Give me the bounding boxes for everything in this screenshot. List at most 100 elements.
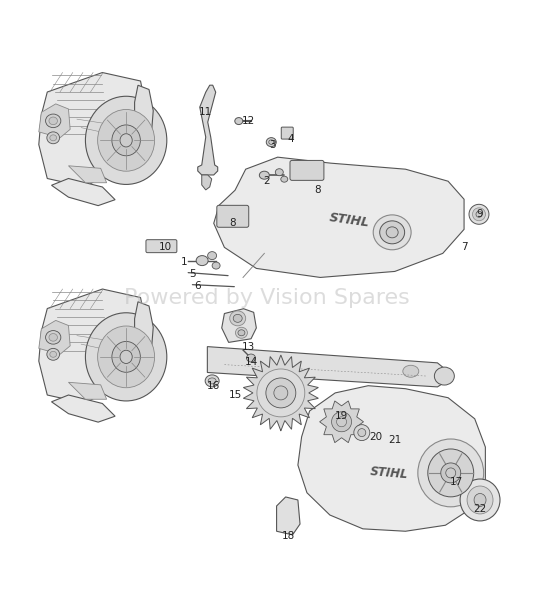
- Ellipse shape: [467, 486, 493, 514]
- Text: 14: 14: [245, 356, 257, 367]
- Polygon shape: [222, 309, 256, 343]
- Ellipse shape: [336, 417, 347, 427]
- Ellipse shape: [441, 463, 461, 483]
- Ellipse shape: [428, 449, 474, 497]
- Ellipse shape: [235, 327, 247, 338]
- Polygon shape: [68, 166, 107, 183]
- Polygon shape: [202, 175, 211, 190]
- Ellipse shape: [85, 96, 167, 185]
- Ellipse shape: [276, 169, 284, 175]
- Ellipse shape: [473, 208, 485, 221]
- Polygon shape: [244, 355, 318, 431]
- Polygon shape: [298, 386, 485, 531]
- FancyBboxPatch shape: [146, 239, 177, 253]
- Ellipse shape: [418, 439, 484, 507]
- Ellipse shape: [233, 314, 242, 323]
- Ellipse shape: [281, 176, 288, 182]
- Ellipse shape: [358, 429, 366, 437]
- Text: 5: 5: [189, 270, 196, 279]
- Polygon shape: [135, 85, 153, 143]
- Ellipse shape: [257, 369, 305, 417]
- Ellipse shape: [112, 341, 140, 372]
- Text: Powered by Vision Spares: Powered by Vision Spares: [124, 288, 410, 309]
- Ellipse shape: [386, 227, 398, 238]
- Ellipse shape: [247, 354, 255, 362]
- Text: 21: 21: [388, 435, 402, 445]
- Text: 4: 4: [288, 134, 294, 144]
- Ellipse shape: [205, 375, 219, 387]
- FancyBboxPatch shape: [281, 127, 293, 139]
- Polygon shape: [51, 178, 115, 206]
- Text: STIHL: STIHL: [370, 465, 409, 481]
- Ellipse shape: [434, 367, 454, 385]
- Ellipse shape: [47, 132, 60, 144]
- Ellipse shape: [403, 365, 419, 377]
- Ellipse shape: [196, 256, 208, 265]
- Ellipse shape: [98, 326, 155, 388]
- Ellipse shape: [49, 333, 58, 341]
- Ellipse shape: [373, 215, 411, 250]
- Polygon shape: [135, 302, 153, 359]
- Text: 18: 18: [281, 531, 295, 541]
- Text: 16: 16: [207, 380, 221, 391]
- Text: 20: 20: [370, 432, 383, 442]
- Text: 12: 12: [242, 116, 255, 126]
- Text: 2: 2: [264, 176, 270, 186]
- Text: 13: 13: [242, 342, 255, 352]
- Polygon shape: [39, 104, 70, 138]
- Ellipse shape: [50, 352, 57, 358]
- Polygon shape: [51, 395, 115, 422]
- Ellipse shape: [50, 135, 57, 140]
- Text: 6: 6: [194, 282, 201, 291]
- Polygon shape: [207, 347, 447, 387]
- Text: 8: 8: [229, 218, 235, 229]
- Text: 3: 3: [269, 140, 276, 150]
- Ellipse shape: [269, 140, 274, 144]
- FancyBboxPatch shape: [217, 206, 249, 227]
- Text: 8: 8: [315, 185, 321, 195]
- Ellipse shape: [266, 378, 296, 408]
- Ellipse shape: [238, 330, 245, 336]
- Ellipse shape: [460, 479, 500, 521]
- Polygon shape: [39, 289, 146, 403]
- Ellipse shape: [446, 468, 456, 478]
- Ellipse shape: [274, 386, 288, 400]
- Text: 10: 10: [159, 242, 172, 253]
- Polygon shape: [39, 72, 146, 187]
- Ellipse shape: [45, 114, 61, 128]
- Ellipse shape: [474, 493, 486, 507]
- Text: 19: 19: [335, 411, 348, 421]
- Polygon shape: [277, 497, 300, 535]
- Ellipse shape: [469, 204, 489, 224]
- Polygon shape: [320, 401, 364, 443]
- Ellipse shape: [208, 251, 217, 260]
- Ellipse shape: [235, 118, 243, 125]
- Ellipse shape: [476, 211, 482, 217]
- Ellipse shape: [85, 313, 167, 401]
- Text: 15: 15: [229, 390, 242, 400]
- Ellipse shape: [120, 134, 132, 147]
- FancyBboxPatch shape: [290, 160, 324, 180]
- Ellipse shape: [98, 110, 155, 171]
- Text: 7: 7: [461, 242, 467, 253]
- Polygon shape: [39, 320, 70, 355]
- Text: 22: 22: [474, 504, 486, 514]
- Polygon shape: [198, 85, 218, 175]
- Ellipse shape: [45, 330, 61, 344]
- Text: 1: 1: [181, 257, 188, 267]
- Ellipse shape: [212, 262, 220, 269]
- Ellipse shape: [260, 171, 269, 179]
- Text: STIHL: STIHL: [328, 211, 371, 230]
- Ellipse shape: [120, 350, 132, 364]
- Ellipse shape: [49, 117, 58, 125]
- Ellipse shape: [208, 378, 216, 384]
- Ellipse shape: [354, 425, 370, 441]
- Polygon shape: [68, 382, 107, 399]
- Text: 9: 9: [477, 209, 483, 219]
- Ellipse shape: [230, 311, 246, 326]
- Ellipse shape: [380, 221, 405, 244]
- Text: 17: 17: [450, 477, 462, 487]
- Text: 11: 11: [199, 107, 213, 117]
- Ellipse shape: [266, 137, 276, 147]
- Ellipse shape: [47, 349, 60, 360]
